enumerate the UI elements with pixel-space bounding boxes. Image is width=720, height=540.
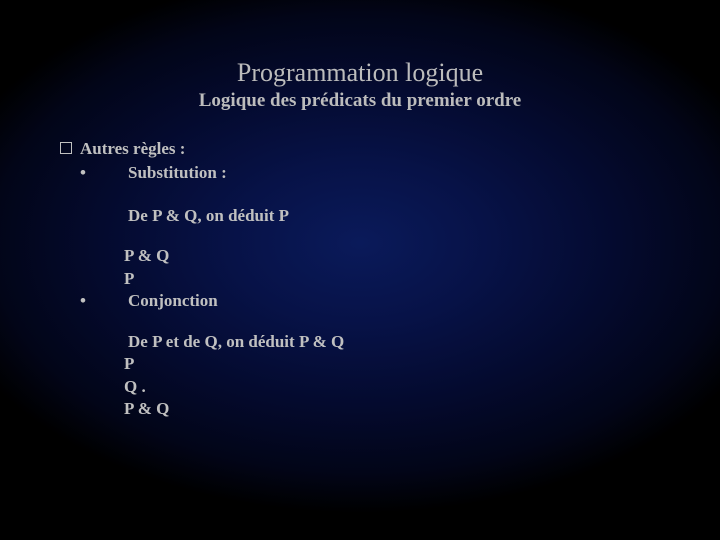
deduction-1: De P & Q, on déduit P bbox=[60, 205, 660, 227]
slide-title: Programmation logique bbox=[0, 58, 720, 88]
heading-row: Autres règles : bbox=[60, 138, 660, 160]
content: Autres règles : • Substitution : De P & … bbox=[0, 112, 720, 420]
formula-line: P & Q bbox=[124, 245, 660, 267]
formula-line: P & Q bbox=[124, 398, 660, 420]
heading-text: Autres règles : bbox=[80, 138, 185, 160]
title-block: Programmation logique Logique des prédic… bbox=[0, 0, 720, 112]
item-label: Conjonction bbox=[128, 290, 218, 312]
slide: Programmation logique Logique des prédic… bbox=[0, 0, 720, 540]
formula-block-1: P & Q P bbox=[60, 245, 660, 290]
formula-line: P bbox=[124, 268, 660, 290]
formula-block-2: P Q . P & Q bbox=[60, 353, 660, 420]
square-bullet-icon bbox=[60, 142, 72, 154]
item-conjonction: • Conjonction bbox=[60, 290, 660, 312]
formula-line: P bbox=[124, 353, 660, 375]
deduction-2: De P et de Q, on déduit P & Q bbox=[60, 331, 660, 353]
formula-line: Q . bbox=[124, 376, 660, 398]
item-substitution: • Substitution : bbox=[60, 162, 660, 184]
item-label: Substitution : bbox=[128, 162, 227, 184]
slide-subtitle: Logique des prédicats du premier ordre bbox=[0, 90, 720, 112]
bullet-dot-icon: • bbox=[60, 290, 128, 312]
bullet-dot-icon: • bbox=[60, 162, 128, 184]
